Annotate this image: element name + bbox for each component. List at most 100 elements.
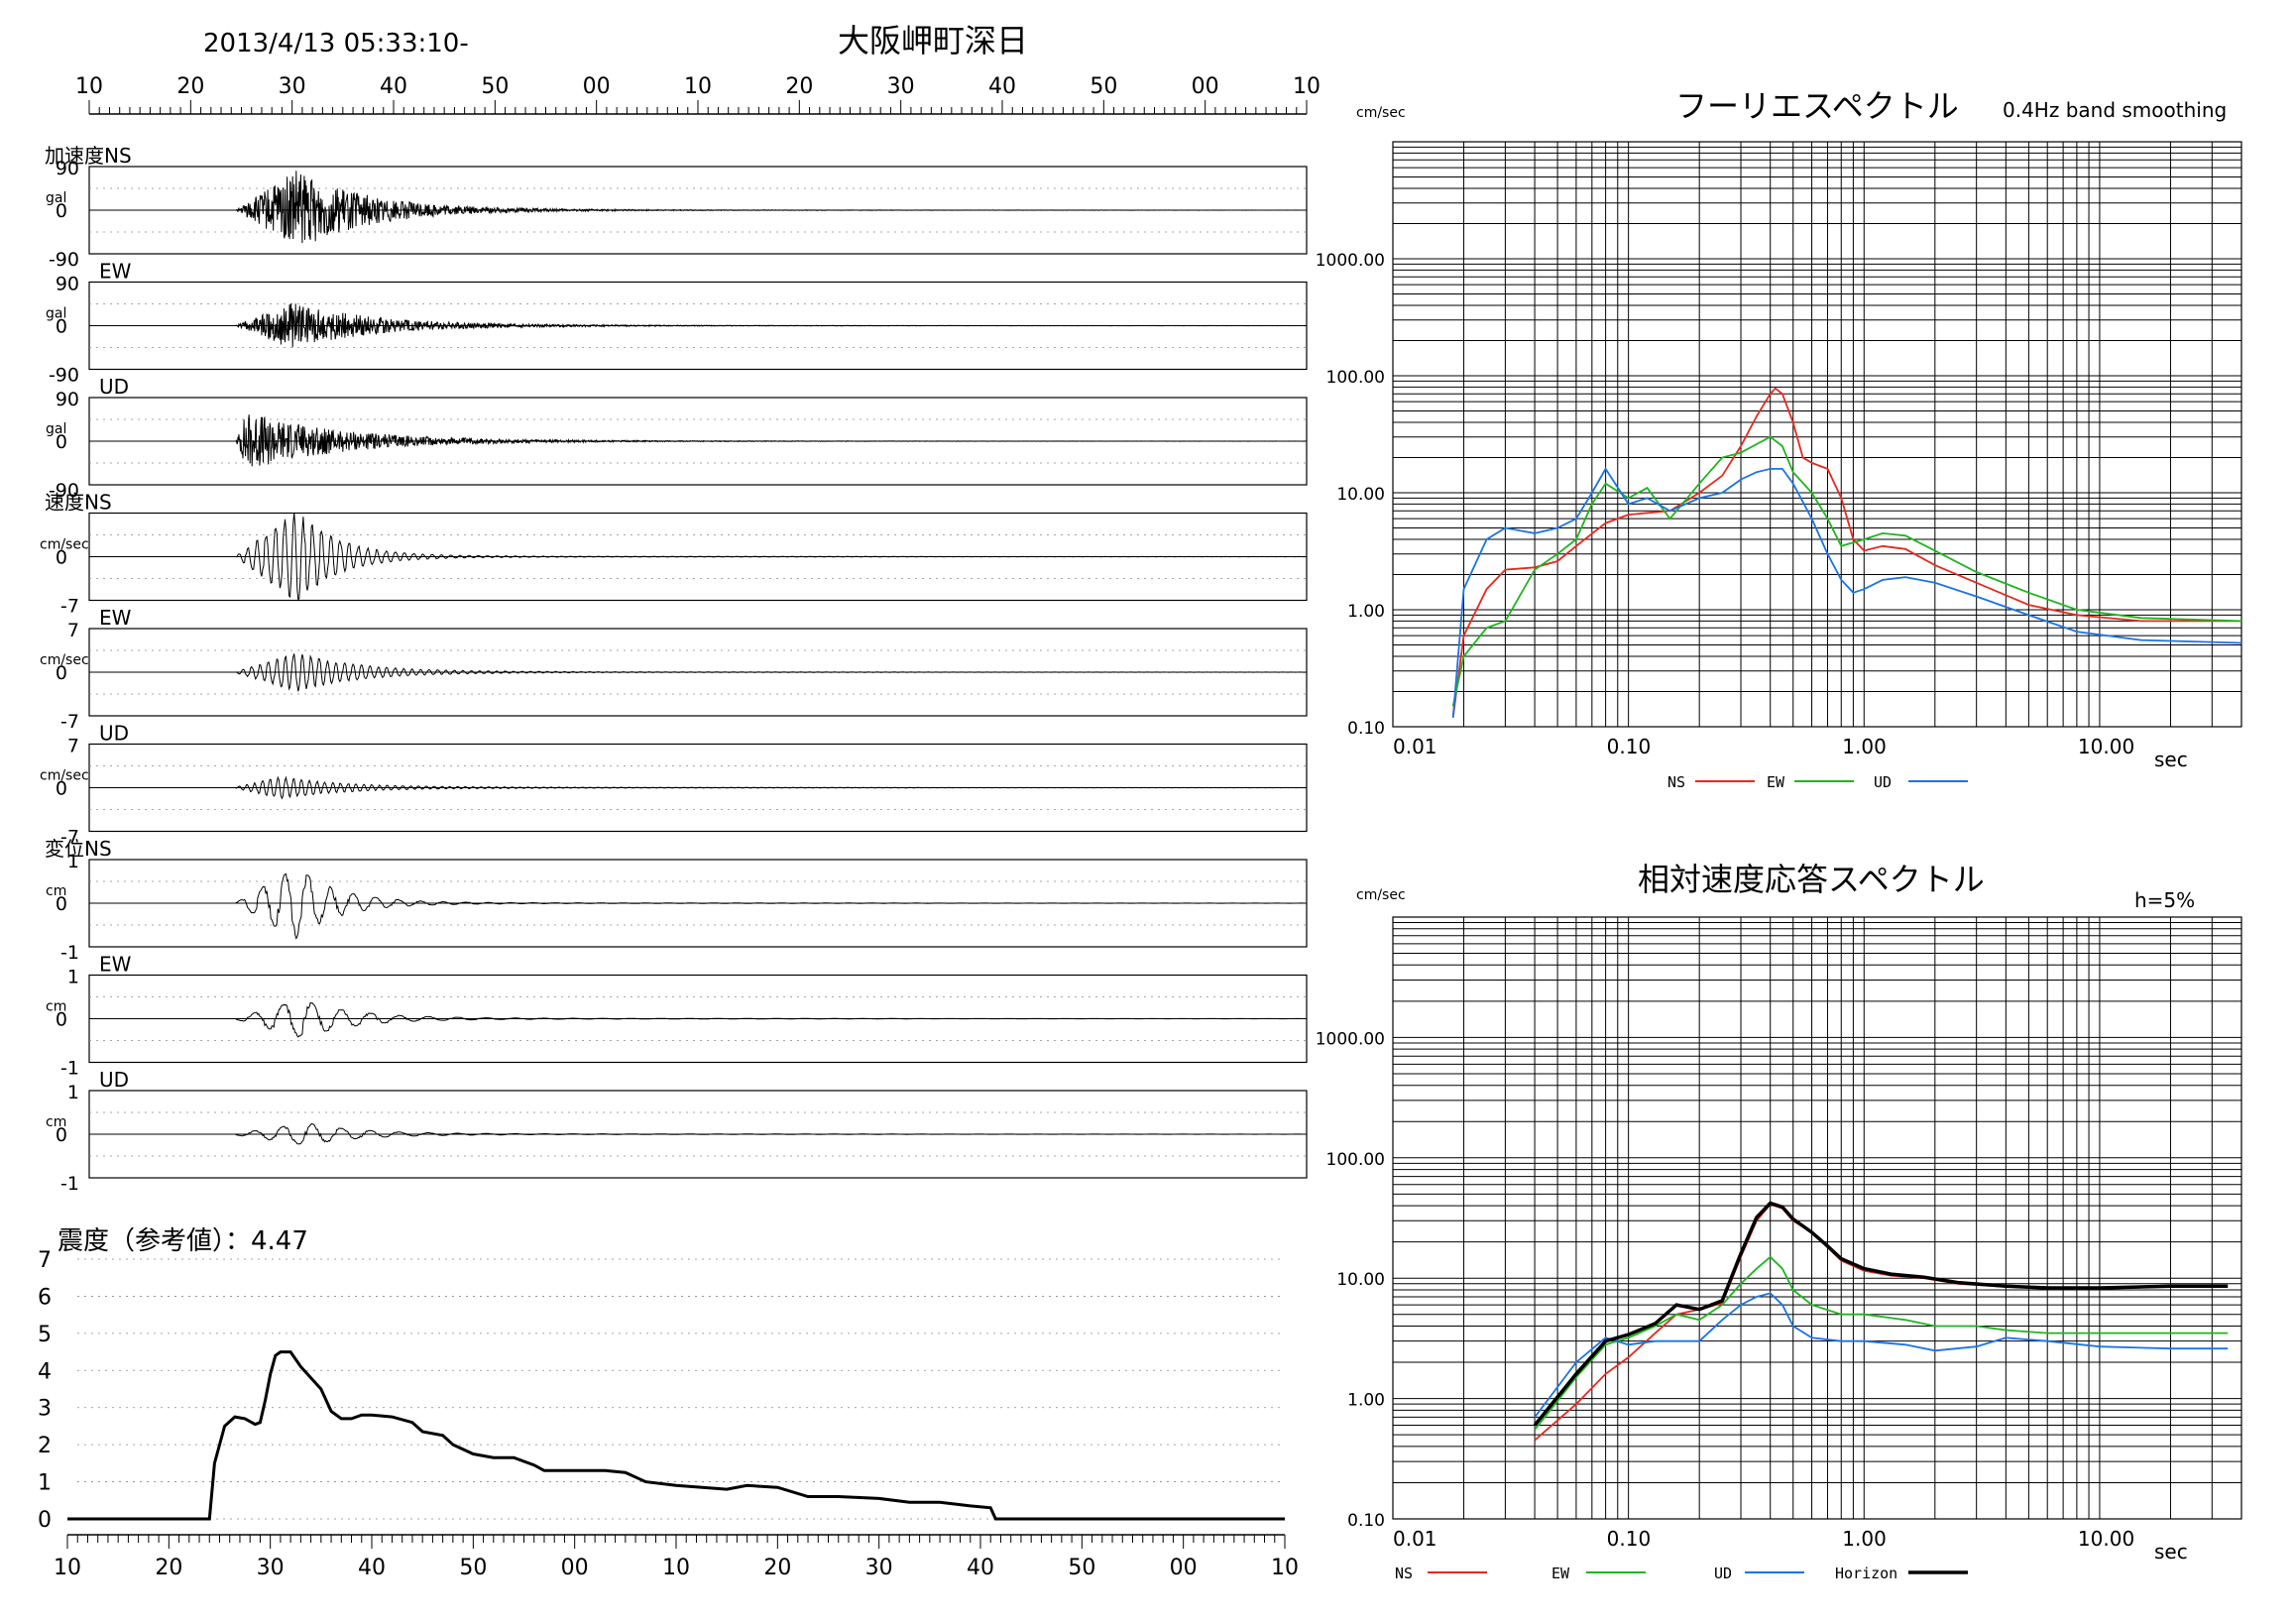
legend-label-ns: NS xyxy=(1395,1565,1413,1582)
panel-ytick-zero: 0 xyxy=(56,547,67,569)
panel-ytick-max: 90 xyxy=(56,158,79,179)
series-ns xyxy=(1451,387,2241,718)
series-ud xyxy=(1451,467,2242,718)
panel-ytick-zero: 0 xyxy=(56,316,67,338)
legend-label-horizon: Horizon xyxy=(1835,1565,1897,1582)
panel-unit: cm xyxy=(46,999,66,1015)
spectrum-frame xyxy=(1392,916,2242,1520)
panel-unit: cm/sec xyxy=(40,652,89,668)
panel-ytick-max: 7 xyxy=(67,736,79,757)
panel-ytick-min: -90 xyxy=(49,249,79,271)
fourier-spectrum-chart: フーリエスペクトル 0.4Hz band smoothing cm/sec 0.01 0… xyxy=(1316,87,2242,791)
spectrum-y-tick-label: 1000.00 xyxy=(1316,251,1385,271)
spectrum-x-unit: sec xyxy=(2154,748,2188,771)
waveform-panel: EW 10 -1 cm xyxy=(46,953,1308,1080)
intensity-ytick: 0 xyxy=(38,1508,52,1533)
panel-ytick-zero: 0 xyxy=(56,200,67,222)
spectrum-y-tick-label: 1.00 xyxy=(1347,602,1385,622)
top-time-label: 00 xyxy=(583,74,611,99)
intensity-x-label: 10 xyxy=(662,1556,690,1580)
legend-label-ew: EW xyxy=(1551,1565,1570,1582)
intensity-x-label: 20 xyxy=(155,1556,182,1580)
fourier-subtitle: 0.4Hz band smoothing xyxy=(2003,98,2227,122)
panel-label: EW xyxy=(99,260,132,284)
spectrum-x-tick-label: 0.10 xyxy=(1607,1527,1652,1551)
intensity-x-label: 00 xyxy=(561,1556,589,1580)
panel-ytick-zero: 0 xyxy=(56,893,67,915)
waveform-trace xyxy=(89,653,1307,692)
waveform-trace xyxy=(89,1123,1307,1145)
fourier-title: フーリエスペクトル xyxy=(1675,87,1959,125)
panel-ytick-min: -90 xyxy=(49,480,79,502)
spectrum-y-tick-label: 100.00 xyxy=(1326,368,1385,388)
response-annotation: h=5% xyxy=(2134,888,2195,912)
panel-unit: cm/sec xyxy=(40,768,89,784)
panel-ytick-min: -7 xyxy=(60,596,79,618)
spectrum-x-tick-label: 10.00 xyxy=(2078,735,2134,758)
top-time-label: 30 xyxy=(279,74,306,99)
spectrum-x-tick-label: 1.00 xyxy=(1842,735,1887,758)
station-name: 大阪岬町深日 xyxy=(838,22,1028,59)
panel-unit: cm xyxy=(46,1114,66,1130)
waveform-panel: UD 90 0 -90 gal xyxy=(46,375,1308,502)
intensity-chart: 震度（参考値）：4.47 0 1 2 3 4 5 6 7 10 20 30 40 50 00 10 20 30 40… xyxy=(38,1226,1299,1580)
response-spectrum-chart: 相対速度応答スペクトル h=5% cm/sec 0.01 0.10 1.00 10.00 0.… xyxy=(1316,861,2242,1582)
spectrum-y-tick-label: 0.10 xyxy=(1347,719,1385,739)
panel-ytick-min: -7 xyxy=(60,827,79,849)
series-ew xyxy=(1451,435,2242,707)
top-time-label: 00 xyxy=(1192,74,1219,99)
panel-unit: gal xyxy=(46,190,66,206)
panel-label: EW xyxy=(99,953,132,977)
top-time-label: 50 xyxy=(481,74,509,99)
top-time-label: 50 xyxy=(1090,74,1117,99)
spectrum-x-tick-label: 0.01 xyxy=(1393,735,1437,758)
waveform-trace xyxy=(89,872,1307,940)
panel-ytick-max: 90 xyxy=(56,274,79,295)
panel-ytick-zero: 0 xyxy=(56,778,67,800)
panel-ytick-max: 7 xyxy=(67,620,79,641)
panel-ytick-min: -1 xyxy=(60,1058,79,1080)
spectrum-x-tick-label: 1.00 xyxy=(1842,1527,1887,1551)
panel-ytick-zero: 0 xyxy=(56,431,67,453)
waveform-trace xyxy=(89,1001,1307,1038)
spectrum-x-unit: sec xyxy=(2154,1540,2188,1564)
intensity-ytick: 5 xyxy=(38,1323,52,1347)
waveform-panel: UD 10 -1 cm xyxy=(46,1068,1308,1195)
panel-unit: cm/sec xyxy=(40,537,89,553)
panel-ytick-max: 1 xyxy=(67,851,79,872)
intensity-ytick: 2 xyxy=(38,1434,52,1458)
intensity-x-label: 20 xyxy=(763,1556,791,1580)
series-ns xyxy=(1534,1203,2229,1442)
intensity-x-label: 10 xyxy=(54,1556,81,1580)
top-time-label: 20 xyxy=(785,74,813,99)
spectrum-y-tick-label: 1000.00 xyxy=(1316,1029,1385,1049)
top-time-label: 20 xyxy=(176,74,204,99)
waveform-trace xyxy=(89,171,1307,244)
record-datetime: 2013/4/13 05:33:10- xyxy=(203,29,469,58)
top-time-label: 10 xyxy=(75,74,103,99)
top-time-label: 10 xyxy=(1293,74,1320,99)
panel-ytick-max: 90 xyxy=(56,389,79,410)
response-y-unit: cm/sec xyxy=(1356,887,1406,903)
intensity-ytick: 4 xyxy=(38,1359,52,1384)
fourier-y-unit: cm/sec xyxy=(1356,105,1406,121)
intensity-x-label: 40 xyxy=(358,1556,386,1580)
waveform-panel: UD 70 -7 cm/sec xyxy=(40,722,1308,849)
top-time-label: 40 xyxy=(380,74,407,99)
legend-label-ud: UD xyxy=(1874,773,1892,791)
panel-unit: gal xyxy=(46,421,66,437)
spectrum-y-tick-label: 100.00 xyxy=(1326,1150,1385,1170)
intensity-ytick: 6 xyxy=(38,1285,52,1310)
intensity-x-label: 30 xyxy=(865,1556,893,1580)
panel-ytick-min: -90 xyxy=(49,365,79,387)
waveform-trace xyxy=(89,303,1307,348)
panel-label: 加速度NS xyxy=(45,144,132,168)
intensity-ytick: 1 xyxy=(38,1471,52,1496)
spectrum-x-tick-label: 0.01 xyxy=(1393,1527,1437,1551)
series-ew xyxy=(1534,1255,2229,1431)
intensity-x-label: 40 xyxy=(967,1556,994,1580)
intensity-x-label: 50 xyxy=(459,1556,487,1580)
waveform-panels: 10 20 30 40 50 00 10 20 30 40 50 00 10加速度NS900-90gal… xyxy=(40,74,1320,1195)
top-time-label: 40 xyxy=(988,74,1016,99)
